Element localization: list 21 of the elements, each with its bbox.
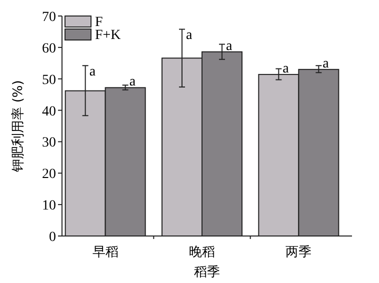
y-tick-label: 10: [42, 198, 56, 214]
y-tick-label: 0: [49, 230, 56, 245]
annotation: a: [282, 61, 290, 76]
x-tick-label: 晚稻: [189, 245, 215, 260]
y-tick-label: 50: [42, 72, 56, 88]
x-tick-label: 两季: [286, 245, 312, 260]
legend-label: F: [95, 15, 103, 30]
annotation: a: [226, 38, 233, 54]
y-tick-label: 70: [42, 10, 56, 25]
annotation: a: [129, 74, 136, 90]
x-tick-label: 早稻: [92, 245, 118, 260]
annotation: a: [89, 64, 96, 80]
y-tick-label: 20: [42, 167, 56, 182]
legend-label: F+K: [95, 28, 121, 43]
y-tick-label: 40: [42, 104, 56, 120]
x-axis-title: 稻季: [194, 265, 220, 280]
annotation: a: [322, 56, 330, 72]
y-tick-label: 60: [42, 41, 56, 56]
annotation: a: [186, 28, 193, 44]
y-axis-title: 钾肥利用率 (%): [10, 80, 26, 173]
y-tick-label: 30: [42, 136, 56, 151]
